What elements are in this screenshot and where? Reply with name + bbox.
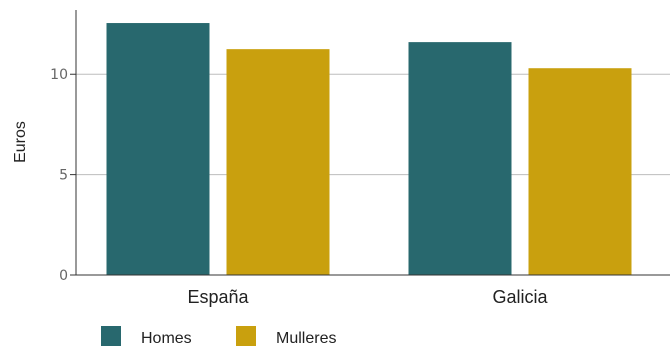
x-category-label: España xyxy=(187,287,249,307)
y-tick-label: 10 xyxy=(50,67,68,83)
y-tick-label: 0 xyxy=(59,268,68,284)
bar-homes-espana xyxy=(106,23,210,276)
y-axis-ticks: 0 5 10 xyxy=(50,67,76,284)
bar-mulleres-galicia xyxy=(528,68,632,275)
legend-label-mulleres: Mulleres xyxy=(276,330,336,346)
legend-swatch-homes xyxy=(101,326,121,346)
legend-label-homes: Homes xyxy=(141,330,192,346)
legend-swatch-mulleres xyxy=(236,326,256,346)
bar-homes-galicia xyxy=(408,42,512,275)
bars xyxy=(106,23,632,276)
y-tick-label: 5 xyxy=(59,168,68,184)
x-axis-categories: España Galicia xyxy=(187,287,548,307)
bar-mulleres-espana xyxy=(226,49,330,275)
y-axis-label: Euros xyxy=(12,121,29,163)
legend: Homes Mulleres xyxy=(101,326,336,346)
x-category-label: Galicia xyxy=(492,287,548,307)
